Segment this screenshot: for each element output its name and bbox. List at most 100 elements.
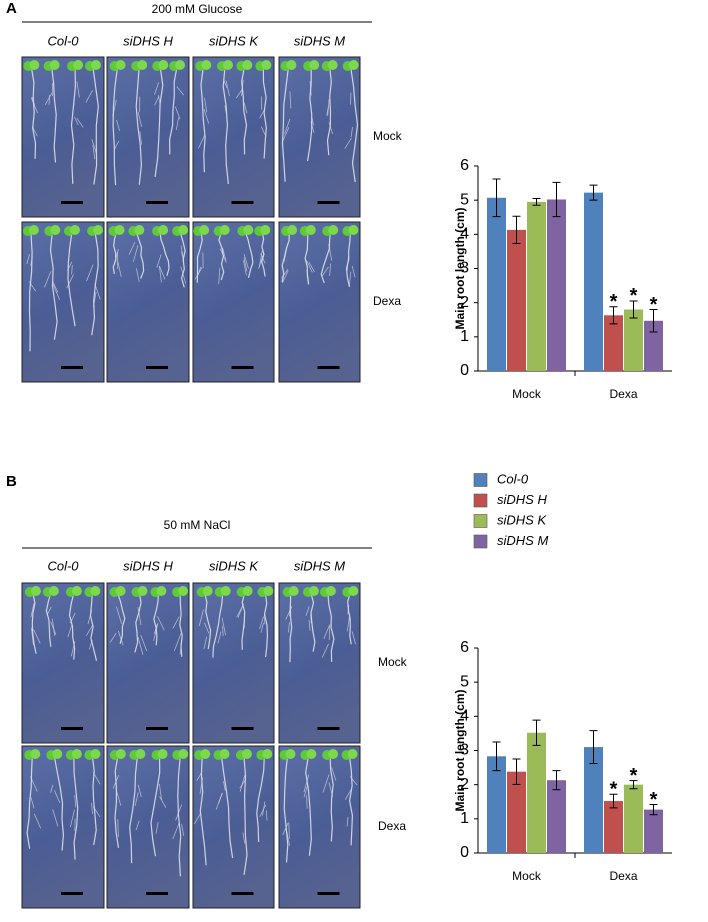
- cotyledon: [72, 749, 82, 759]
- legend-label: siDHS K: [497, 512, 547, 527]
- cotyledon: [348, 225, 358, 235]
- seedling-photo: [193, 583, 274, 743]
- seedling-photo: [193, 746, 274, 908]
- significance-mark: *: [630, 765, 638, 787]
- seedling-photo: [279, 583, 360, 743]
- cotyledon: [286, 60, 296, 70]
- row-label: Mock: [378, 655, 408, 669]
- row-label: Mock: [373, 129, 403, 143]
- cotyledon: [137, 60, 147, 70]
- cotyledon: [116, 749, 126, 759]
- treatment-title: 50 mM NaCl: [164, 518, 231, 532]
- cotyledon: [260, 225, 270, 235]
- cotyledon: [175, 60, 185, 70]
- cotyledon: [199, 225, 209, 235]
- scale-bar: [318, 727, 340, 730]
- cotyledon: [200, 749, 210, 759]
- plate-background: [193, 583, 274, 743]
- genotype-label: siDHS M: [294, 558, 345, 573]
- cotyledon: [91, 60, 101, 70]
- cotyledon: [116, 586, 126, 596]
- cotyledon: [178, 749, 188, 759]
- cotyledon: [29, 60, 39, 70]
- plate-background: [279, 222, 360, 382]
- scale-bar: [232, 892, 254, 895]
- genotype-label: Col-0: [47, 558, 79, 573]
- seedling-photo: [193, 57, 274, 217]
- legend-label: siDHS H: [497, 492, 547, 507]
- y-tick-label: 0: [460, 844, 469, 861]
- genotype-label: siDHS K: [209, 33, 259, 48]
- y-axis-label: Main root length (cm): [453, 208, 467, 330]
- cotyledon: [242, 60, 252, 70]
- legend-label: Col-0: [497, 471, 529, 486]
- seedling-photo: [22, 222, 104, 382]
- seedling-photo: [22, 746, 104, 908]
- cotyledon: [219, 749, 229, 759]
- cotyledon: [328, 225, 338, 235]
- cotyledon: [70, 225, 80, 235]
- treatment-title: 200 mM Glucose: [152, 2, 243, 16]
- legend-swatch: [474, 474, 487, 487]
- bar: [604, 801, 623, 853]
- legend-swatch: [474, 515, 487, 528]
- genotype-label: siDHS M: [294, 33, 345, 48]
- plate-background: [279, 746, 360, 908]
- genotype-label: siDHS H: [123, 33, 173, 48]
- scale-bar: [146, 892, 168, 895]
- genotype-label: siDHS K: [209, 558, 259, 573]
- cotyledon: [309, 586, 319, 596]
- seedling-photo: [279, 57, 360, 217]
- seedling-photo: [107, 57, 189, 217]
- cotyledon: [115, 225, 125, 235]
- cotyledon: [158, 749, 168, 759]
- scale-bar: [318, 366, 340, 369]
- genotype-label: Col-0: [47, 33, 79, 48]
- cotyledon: [135, 749, 145, 759]
- scale-bar: [61, 892, 83, 895]
- cotyledon: [93, 225, 103, 235]
- bar: [487, 198, 506, 371]
- legend-swatch: [474, 535, 487, 548]
- cotyledon: [52, 749, 62, 759]
- cotyledon: [220, 225, 230, 235]
- cotyledon: [262, 749, 272, 759]
- x-tick-label: Dexa: [609, 869, 637, 883]
- seedling-photo: [107, 222, 189, 382]
- cotyledon: [178, 225, 188, 235]
- cotyledon: [348, 749, 358, 759]
- bar: [624, 785, 643, 853]
- cotyledon: [156, 586, 166, 596]
- bar: [547, 199, 566, 371]
- bar: [624, 310, 643, 372]
- genotype-label: siDHS H: [123, 558, 173, 573]
- cotyledon: [50, 60, 60, 70]
- plate-background: [107, 222, 189, 382]
- cotyledon: [261, 60, 271, 70]
- cotyledon: [349, 60, 359, 70]
- cotyledon: [309, 60, 319, 70]
- cotyledon: [116, 60, 126, 70]
- cotyledon: [289, 586, 299, 596]
- scale-bar: [61, 727, 83, 730]
- cotyledon: [138, 586, 148, 596]
- bar: [644, 810, 663, 853]
- scale-bar: [318, 892, 340, 895]
- cotyledon: [326, 586, 336, 596]
- seedling-photo: [107, 746, 189, 908]
- y-tick-label: 6: [460, 157, 469, 174]
- cotyledon: [243, 225, 253, 235]
- legend-label: siDHS M: [497, 533, 548, 548]
- cotyledon: [348, 586, 358, 596]
- cotyledon: [285, 749, 295, 759]
- plate-background: [107, 57, 189, 217]
- cotyledon: [29, 225, 39, 235]
- cotyledon: [243, 586, 253, 596]
- seedling-photo: [107, 583, 189, 743]
- cotyledon: [134, 225, 144, 235]
- x-tick-label: Dexa: [609, 387, 637, 401]
- significance-mark: *: [630, 285, 638, 307]
- x-tick-label: Mock: [512, 869, 542, 883]
- row-label: Dexa: [378, 819, 406, 833]
